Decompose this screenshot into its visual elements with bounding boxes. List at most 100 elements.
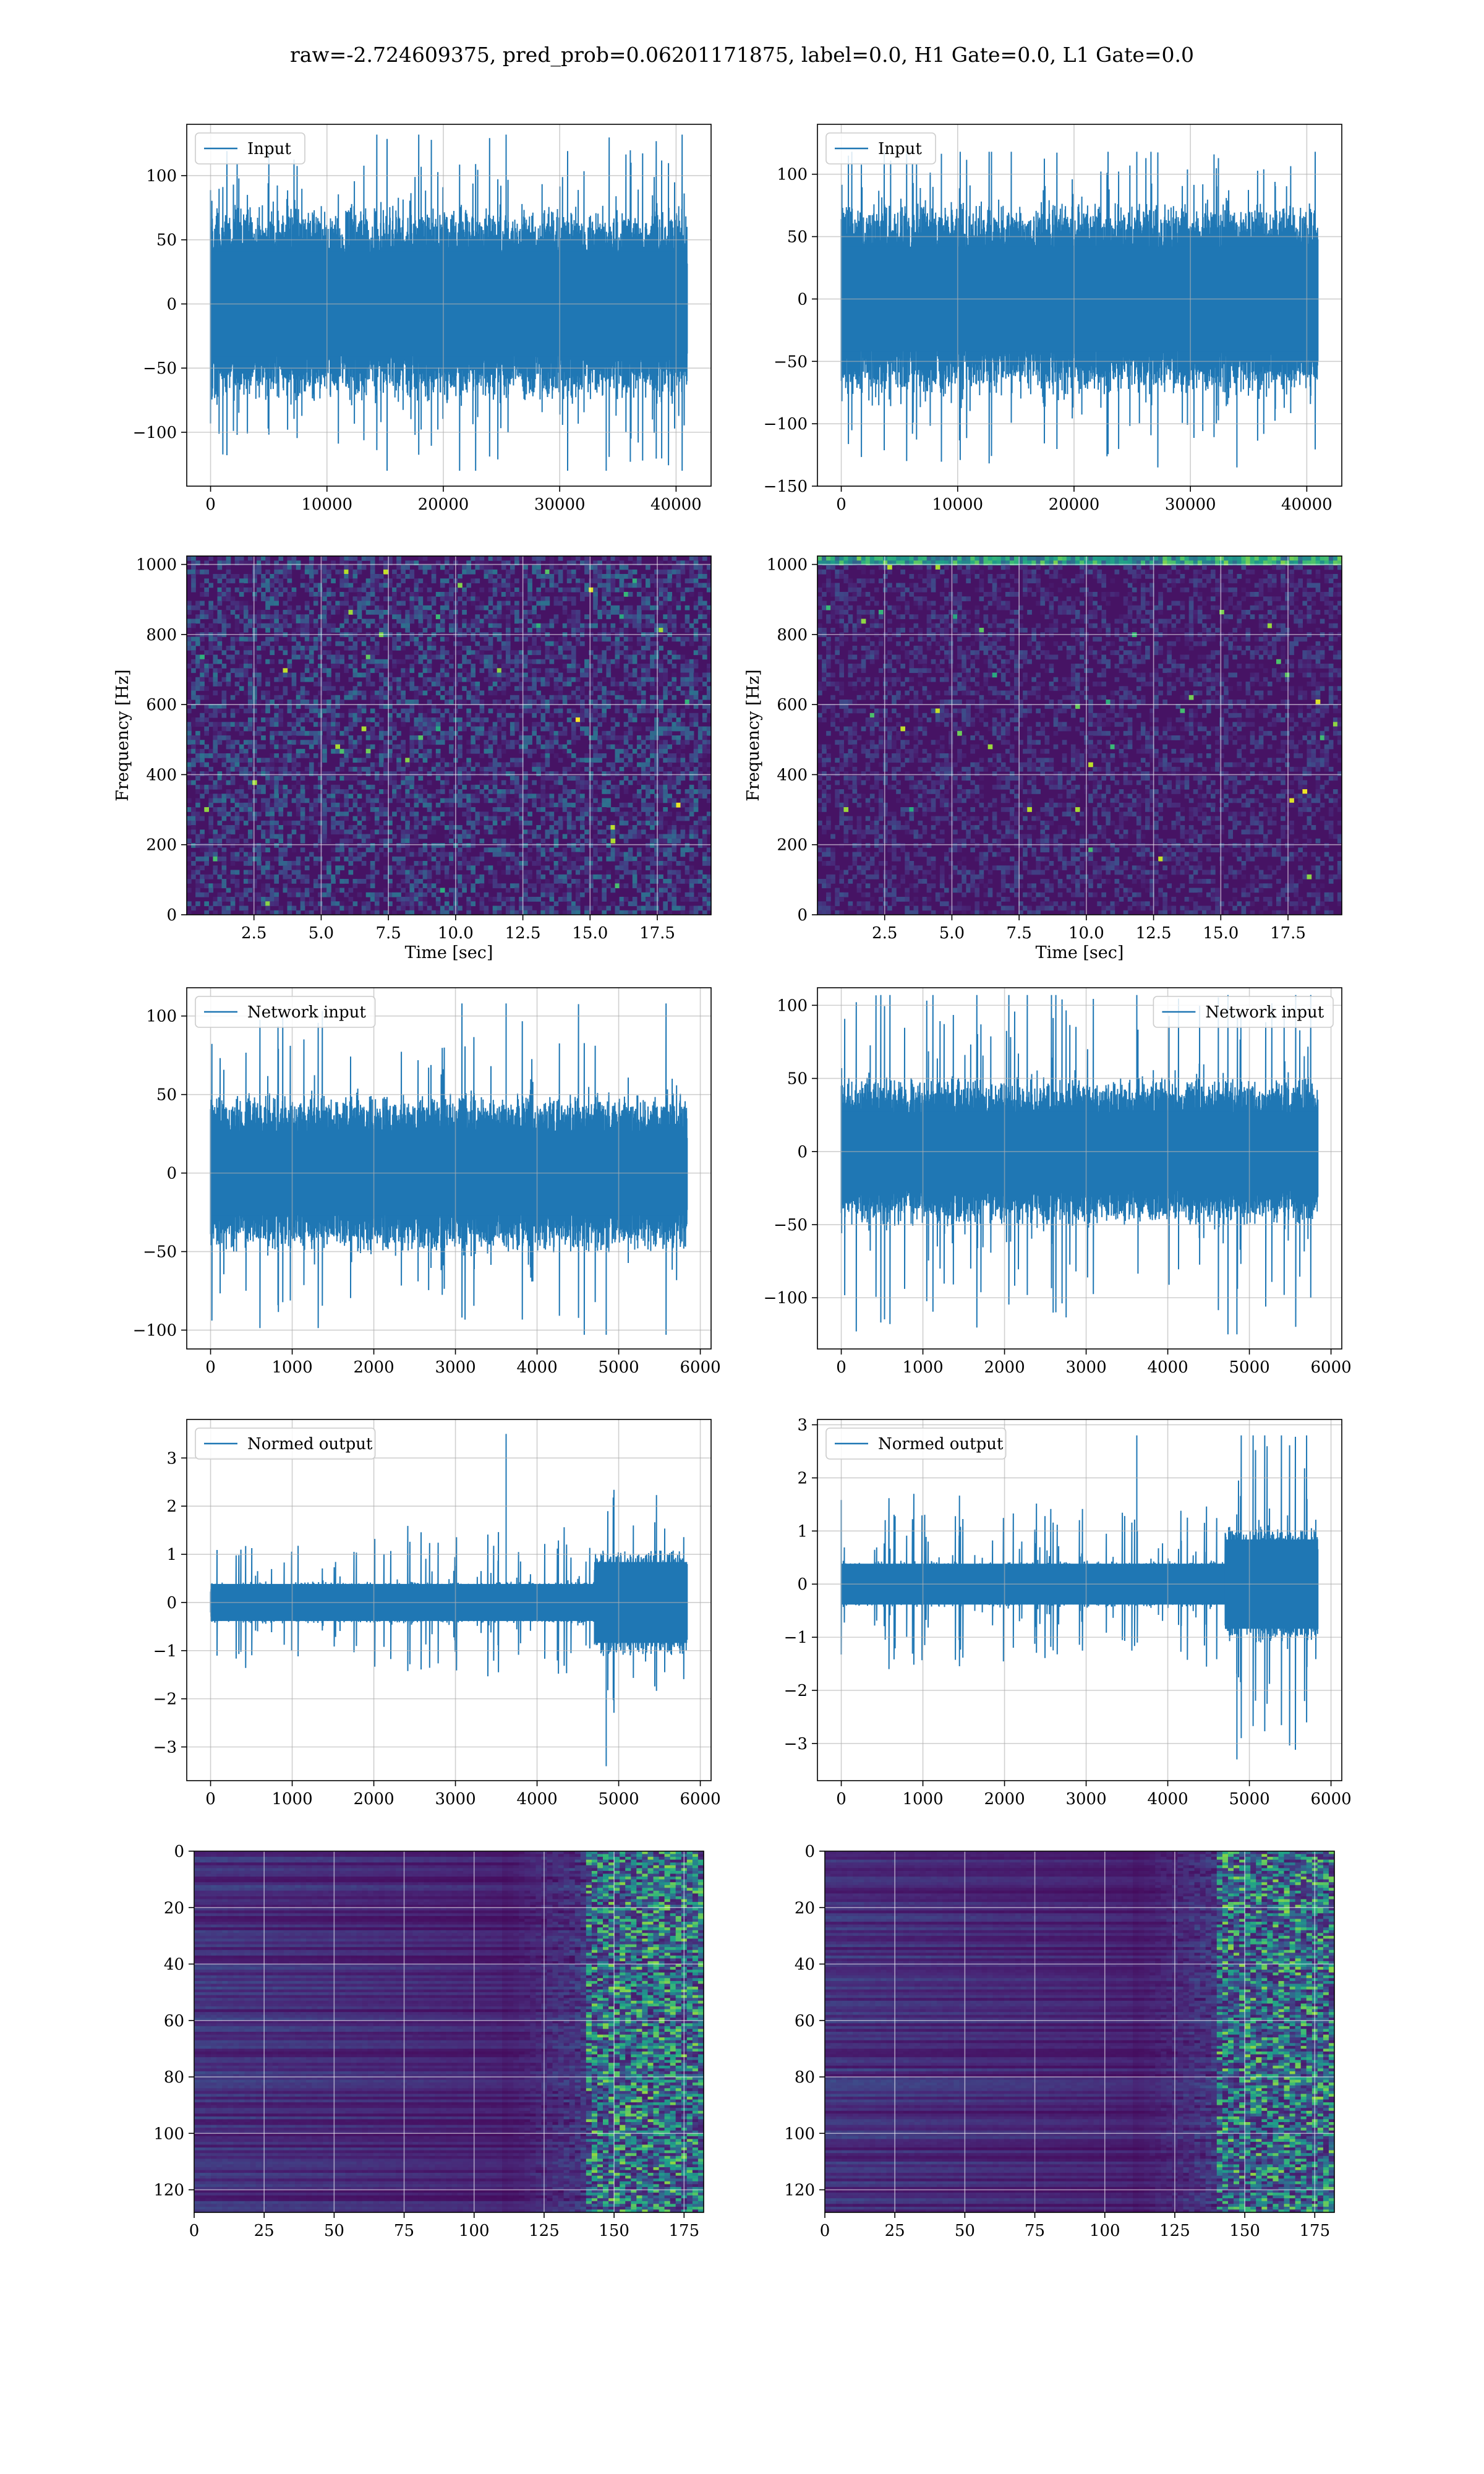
y-tick-label: −3 (153, 1738, 177, 1757)
x-tick-label: 2.5 (872, 924, 897, 943)
x-tick-label: 175 (1299, 2222, 1330, 2240)
legend-box (1153, 996, 1334, 1028)
x-tick-label: 50 (324, 2222, 344, 2240)
x-tick-label: 2.5 (241, 924, 267, 943)
y-tick-label: 0 (166, 295, 177, 314)
panel-r2c1: 2.5 5.0 7.5 10.0 12.5 15.0 17.5 0 200 400 600 800 10… (113, 555, 712, 962)
axes-frame-r4c1 (186, 1419, 712, 1781)
x-tick-label: 100 (459, 2222, 490, 2240)
panel-r3c1: 0 1000 2000 3000 4000 5000 6000 −100 −50 0 50 100 Ne… (133, 987, 721, 1377)
y-tick-label: 600 (777, 696, 808, 714)
x-tick-label: 7.5 (1006, 924, 1031, 943)
y-tick-label: 100 (146, 1008, 177, 1026)
y-tick-label: −150 (764, 477, 808, 496)
x-tick-label: 20000 (1049, 495, 1100, 514)
x-tick-label: 2000 (353, 1790, 394, 1808)
x-tick-label: 50 (955, 2222, 975, 2240)
y-tick-label: −50 (774, 353, 808, 371)
panel-r3c2: 0 1000 2000 3000 4000 5000 6000 −100 −50 0 50 100 Ne… (764, 987, 1352, 1377)
x-tick-label: 0 (189, 2222, 200, 2240)
x-tick-label: 2000 (353, 1358, 394, 1377)
figure-title: raw=-2.724609375, pred_prob=0.0620117187… (290, 43, 1194, 67)
y-tick-label: −50 (143, 1243, 177, 1262)
y-tick-label: −1 (784, 1629, 808, 1647)
y-tick-label: 1 (797, 1522, 808, 1541)
x-tick-label: 0 (820, 2222, 830, 2240)
x-tick-label: 4000 (516, 1358, 557, 1377)
y-tick-label: −50 (143, 359, 177, 378)
y-tick-label: 120 (784, 2181, 815, 2200)
axes-frame-r5c1 (194, 1851, 704, 2213)
panel-r2c2: 2.5 5.0 7.5 10.0 12.5 15.0 17.5 0 200 400 600 800 10… (744, 555, 1342, 962)
x-tick-label: 10.0 (1068, 924, 1104, 943)
y-tick-label: 0 (174, 1843, 184, 1861)
x-tick-label: 125 (529, 2222, 560, 2240)
legend-box (195, 1427, 376, 1460)
y-axis-label: Frequency [Hz] (113, 669, 132, 801)
y-tick-label: 3 (166, 1449, 177, 1468)
x-tick-label: 12.5 (505, 924, 541, 943)
y-tick-label: 0 (797, 1143, 808, 1162)
y-tick-label: 3 (797, 1416, 808, 1435)
x-tick-label: 40000 (1281, 495, 1333, 514)
y-axis-label: Frequency [Hz] (744, 669, 763, 801)
y-tick-label: 0 (797, 1575, 808, 1594)
x-tick-label: 5000 (1229, 1790, 1269, 1808)
y-tick-label: 0 (804, 1843, 815, 1861)
x-tick-label: 30000 (1165, 495, 1216, 514)
panel-r4c2: 0 1000 2000 3000 4000 5000 6000 −3 −2 −1 0 1 2 3 Norme… (784, 1416, 1352, 1808)
legend-entry: Network input (247, 1003, 366, 1022)
y-tick-label: 120 (153, 2181, 184, 2200)
y-tick-label: 400 (777, 766, 808, 784)
x-tick-label: 3000 (435, 1358, 475, 1377)
x-tick-label: 0 (836, 1358, 846, 1377)
y-tick-label: 600 (146, 696, 177, 714)
x-tick-label: 6000 (680, 1358, 720, 1377)
y-tick-label: −100 (133, 424, 177, 442)
axes-frame-r5c2 (824, 1851, 1335, 2213)
x-tick-label: 0 (205, 1358, 216, 1377)
y-tick-label: 80 (795, 2068, 815, 2087)
y-tick-label: 400 (146, 766, 177, 784)
x-tick-label: 10.0 (438, 924, 474, 943)
x-axis-label: Time [sec] (1036, 943, 1124, 962)
legend-box (195, 996, 376, 1028)
axes-frame-r2c1 (186, 555, 712, 915)
x-tick-label: 3000 (1065, 1358, 1106, 1377)
x-tick-label: 6000 (680, 1790, 720, 1808)
x-tick-label: 3000 (435, 1790, 475, 1808)
panel-r4c1: 0 1000 2000 3000 4000 5000 6000 −3 −2 −1 0 1 2 3 Norme… (153, 1419, 721, 1808)
heatmap-r2c2 (817, 556, 1342, 915)
y-tick-label: 20 (164, 1899, 184, 1917)
axes-frame-r1c2 (817, 124, 1342, 487)
axes-frame-r3c1 (186, 987, 712, 1350)
panel-r5c1: 0 25 50 75 100 125 150 175 0 20 40 60 80 100 120 (153, 1843, 704, 2240)
legend-entry: Input (878, 140, 922, 158)
x-tick-label: 2000 (984, 1358, 1025, 1377)
x-tick-label: 1000 (902, 1358, 943, 1377)
y-tick-label: 50 (156, 1086, 177, 1105)
y-tick-label: −50 (774, 1216, 808, 1235)
y-tick-label: 200 (146, 836, 177, 855)
x-tick-label: 25 (885, 2222, 905, 2240)
x-tick-label: 10000 (932, 495, 983, 514)
y-tick-label: 1000 (136, 556, 177, 575)
x-tick-label: 2000 (984, 1790, 1025, 1808)
x-tick-label: 3000 (1065, 1790, 1106, 1808)
x-tick-label: 5000 (598, 1358, 639, 1377)
x-tick-label: 5000 (598, 1790, 639, 1808)
x-tick-label: 100 (1090, 2222, 1120, 2240)
x-tick-label: 175 (668, 2222, 699, 2240)
y-tick-label: 0 (166, 1594, 177, 1612)
x-tick-label: 6000 (1310, 1790, 1351, 1808)
axes-frame-r4c2 (817, 1419, 1342, 1781)
x-tick-label: 5.0 (309, 924, 334, 943)
x-tick-label: 0 (836, 495, 846, 514)
heatmap-r2c1 (187, 556, 711, 915)
heatmap-r5c2 (825, 1851, 1334, 2212)
legend-box (825, 132, 936, 165)
x-tick-label: 15.0 (572, 924, 608, 943)
x-tick-label: 25 (254, 2222, 275, 2240)
legend-box (195, 132, 305, 165)
y-tick-label: −100 (764, 1289, 808, 1308)
